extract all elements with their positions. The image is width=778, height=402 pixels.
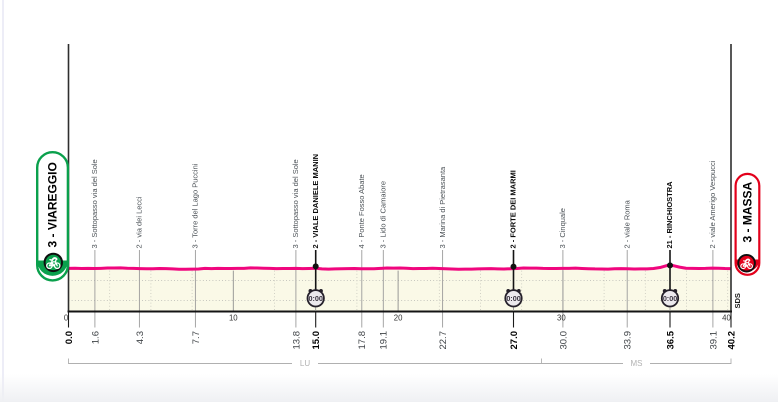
svg-text:7.7: 7.7: [191, 331, 202, 344]
svg-text:30.0: 30.0: [558, 331, 569, 350]
svg-text:3 - Torre del Lago Puccini: 3 - Torre del Lago Puccini: [191, 163, 200, 248]
svg-text:2 - viale Roma: 2 - viale Roma: [622, 199, 631, 248]
svg-text:1.6: 1.6: [90, 331, 101, 344]
svg-text:40.2: 40.2: [726, 331, 737, 350]
svg-text:22.7: 22.7: [438, 331, 449, 350]
svg-text:20: 20: [394, 314, 403, 323]
svg-text:MS: MS: [631, 359, 643, 368]
svg-text:4.3: 4.3: [135, 331, 146, 344]
svg-text:0: 0: [64, 314, 69, 323]
svg-text:0.0: 0.0: [64, 331, 75, 344]
svg-text:0:00: 0:00: [663, 294, 677, 303]
svg-text:3 - VIAREGGIO: 3 - VIAREGGIO: [46, 162, 60, 247]
svg-text:3 - Sottopasso via del Sole: 3 - Sottopasso via del Sole: [291, 159, 300, 248]
svg-text:2 - viale Amerigo Vespucci: 2 - viale Amerigo Vespucci: [708, 160, 717, 248]
svg-text:2 - via dei Lecci: 2 - via dei Lecci: [135, 196, 144, 248]
svg-text:39.1: 39.1: [708, 331, 719, 350]
svg-text:2 - VIALE DANIELE MANIN: 2 - VIALE DANIELE MANIN: [311, 154, 320, 249]
svg-text:15.0: 15.0: [311, 331, 322, 350]
svg-text:0:00: 0:00: [506, 294, 520, 303]
svg-text:21 - RINCHIOSTRA: 21 - RINCHIOSTRA: [665, 181, 674, 249]
svg-text:4 - Ponte Fosso Abate: 4 - Ponte Fosso Abate: [357, 174, 366, 248]
svg-text:0:00: 0:00: [309, 294, 323, 303]
svg-text:3 - MASSA: 3 - MASSA: [741, 181, 755, 242]
svg-text:3 - Marina di Pietrasanta: 3 - Marina di Pietrasanta: [438, 166, 447, 249]
svg-text:19.1: 19.1: [379, 331, 390, 350]
svg-text:LU: LU: [300, 359, 310, 368]
svg-text:40: 40: [722, 314, 731, 323]
svg-text:13.8: 13.8: [291, 331, 302, 350]
svg-text:2 - FORTE DEI MARMI: 2 - FORTE DEI MARMI: [509, 170, 518, 248]
svg-text:3 - Sottopasso via del Sole: 3 - Sottopasso via del Sole: [90, 159, 99, 248]
svg-text:27.0: 27.0: [509, 331, 520, 350]
svg-text:3 - Cinquale: 3 - Cinquale: [558, 208, 567, 248]
svg-text:36.5: 36.5: [665, 330, 676, 349]
svg-text:10: 10: [229, 314, 238, 323]
svg-text:30: 30: [557, 314, 566, 323]
svg-text:SDS: SDS: [733, 293, 742, 308]
svg-text:33.9: 33.9: [623, 331, 634, 350]
svg-text:17.8: 17.8: [357, 331, 368, 350]
svg-text:3 - Lido di Camaiore: 3 - Lido di Camaiore: [379, 181, 388, 249]
